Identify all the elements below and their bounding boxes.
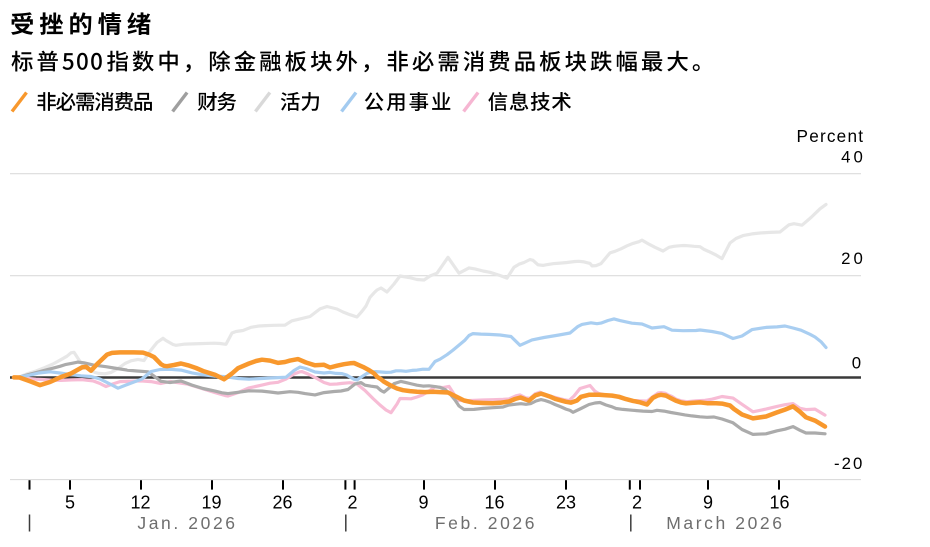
svg-text:9: 9 (418, 493, 428, 513)
svg-text:2: 2 (347, 493, 357, 513)
svg-text:16: 16 (484, 493, 504, 513)
svg-text:-20: -20 (834, 454, 864, 473)
svg-text:9: 9 (703, 493, 713, 513)
svg-text:12: 12 (130, 493, 150, 513)
svg-text:26: 26 (272, 493, 292, 513)
svg-text:0: 0 (852, 353, 864, 372)
svg-text:March 2026: March 2026 (666, 513, 784, 533)
svg-text:40: 40 (841, 148, 866, 167)
svg-text:Feb. 2026: Feb. 2026 (435, 513, 537, 533)
svg-text:16: 16 (769, 493, 789, 513)
svg-text:5: 5 (65, 493, 75, 513)
svg-text:23: 23 (556, 493, 576, 513)
svg-text:2: 2 (632, 493, 642, 513)
svg-text:Jan. 2026: Jan. 2026 (137, 513, 237, 533)
svg-text:20: 20 (841, 249, 866, 268)
svg-text:19: 19 (201, 493, 221, 513)
svg-text:Percent: Percent (797, 126, 865, 146)
